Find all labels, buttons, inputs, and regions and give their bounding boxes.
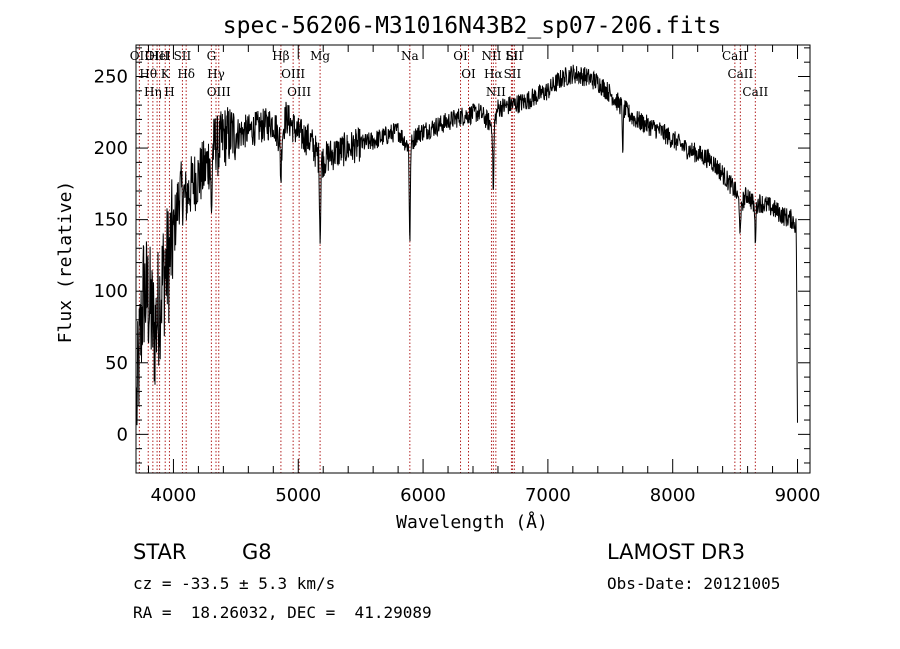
spectral-line-markers [138, 45, 756, 473]
spectral-line-label: H [164, 85, 174, 99]
spectral-line-label: Hδ [177, 67, 195, 81]
spectral-line-label: OI [453, 49, 468, 63]
spectral-line-label: OIII [281, 67, 305, 81]
x-tick-label: 4000 [151, 485, 197, 506]
spectral-line-label: OI [461, 67, 476, 81]
spectral-line-label: K [161, 67, 171, 81]
spectrum-line [136, 64, 798, 426]
y-tick-label: 100 [94, 281, 128, 302]
x-tick-label: 6000 [400, 485, 446, 506]
spectral-line-labels: OIIHθHηOIIIHeIKHSIIHδGHγOIIIHβOIIIOIIIMg… [130, 49, 769, 99]
x-tick-label: 5000 [275, 485, 321, 506]
spectral-line-label: OIII [207, 85, 231, 99]
x-tick-label: 7000 [525, 485, 571, 506]
redshift-velocity: cz = -33.5 ± 5.3 km/s [133, 574, 336, 593]
spectral-line-label: OIII [145, 49, 169, 63]
coordinates: RA = 18.26032, DEC = 41.29089 [133, 603, 432, 622]
y-tick-label: 150 [94, 210, 128, 231]
spectral-line-label: Mg [310, 49, 330, 63]
spectral-line-label: NII [486, 85, 506, 99]
spectral-line-label: OIII [287, 85, 311, 99]
y-tick-label: 200 [94, 138, 128, 159]
y-tick-label: 50 [105, 353, 128, 374]
spectral-line-label: Na [401, 49, 419, 63]
spectral-line-label: CaII [742, 85, 768, 99]
object-subclass: G8 [242, 540, 272, 564]
spectral-line-label: G [207, 49, 217, 63]
x-tick-label: 8000 [650, 485, 696, 506]
survey-name: LAMOST DR3 [607, 540, 746, 564]
y-tick-label: 0 [117, 424, 128, 445]
y-axis-label: Flux (relative) [55, 181, 76, 344]
spectral-line-label: CaII [722, 49, 748, 63]
x-tick-labels: 4000 5000 6000 7000 8000 9000 [151, 485, 821, 506]
spectral-line-label: SII [504, 67, 522, 81]
x-tick-label: 9000 [775, 485, 821, 506]
spectral-line-label: SII [505, 49, 523, 63]
x-axis-label: Wavelength (Å) [396, 511, 548, 533]
observation-date: Obs-Date: 20121005 [607, 574, 781, 593]
spectral-line-label: HeI [148, 49, 171, 63]
y-tick-labels: 0 50 100 150 200 250 [94, 66, 128, 445]
spectral-line-label: OII [130, 49, 150, 63]
y-tick-label: 250 [94, 66, 128, 87]
spectral-line-label: Hα [484, 67, 503, 81]
spectral-line-label: SII [174, 49, 192, 63]
spectral-line-label: CaII [727, 67, 753, 81]
spectral-line-label: NII [481, 49, 501, 63]
spectral-line-label: Li [506, 49, 518, 63]
axis-ticks [136, 45, 810, 473]
spectral-line-label: Hη [144, 85, 162, 99]
spectral-line-label: Hγ [207, 67, 225, 81]
spectral-line-label: Hθ [139, 67, 157, 81]
chart-title: spec-56206-M31016N43B2_sp07-206.fits [223, 13, 722, 39]
object-class: STAR [133, 540, 187, 564]
spectral-line-label: Hβ [272, 49, 289, 63]
